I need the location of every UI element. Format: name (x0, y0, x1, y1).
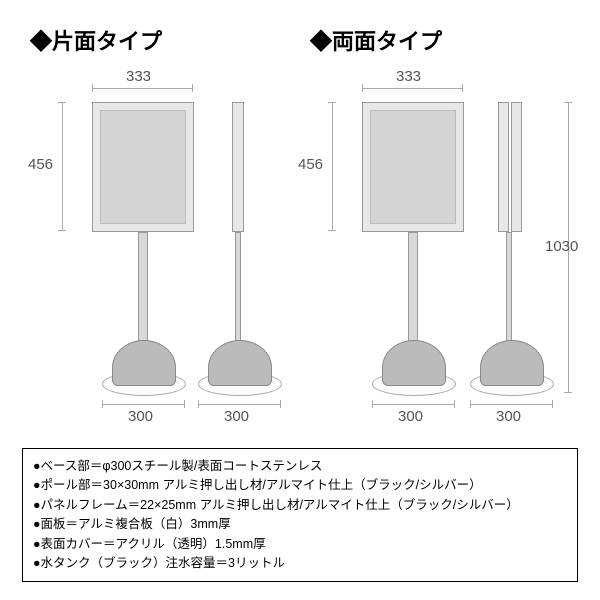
pole-side-right (506, 232, 512, 342)
title-double-side: ◆両面タイプ (310, 24, 442, 56)
dim-label-300-a: 300 (128, 408, 153, 425)
spec-line-5: ●表面カバー＝アクリル（透明）1.5mm厚 (33, 535, 567, 554)
spec-line-4: ●面板＝アルミ複合板（白）3mm厚 (33, 515, 567, 534)
dim-tick (470, 400, 471, 408)
dim-label-300-d: 300 (496, 408, 521, 425)
dim-tick (552, 400, 553, 408)
dim-line-333-right (362, 88, 462, 89)
dim-label-300-b: 300 (224, 408, 249, 425)
spec-line-1: ●ベース部＝φ300スチール製/表面コートステンレス (33, 457, 567, 476)
panel-inner-front-left (100, 110, 186, 224)
dim-tick (280, 400, 281, 408)
pole-front-right (408, 232, 418, 342)
base-dome-side-right (480, 340, 544, 386)
dim-line-300-c (372, 404, 454, 405)
panel-side-single (232, 102, 244, 232)
dim-label-456-r: 456 (298, 156, 323, 173)
dim-line-456-left (62, 102, 63, 230)
dim-tick (454, 400, 455, 408)
dim-line-333-left (92, 88, 192, 89)
dim-tick (102, 400, 103, 408)
dim-tick (372, 400, 373, 408)
dim-tick (184, 400, 185, 408)
dim-tick (92, 84, 93, 92)
dim-tick (198, 400, 199, 408)
base-dome-front-right (382, 340, 446, 386)
dim-line-300-a (102, 404, 184, 405)
dim-label-300-c: 300 (398, 408, 423, 425)
title-single-side: ◆片面タイプ (30, 24, 162, 56)
spec-line-6: ●水タンク（ブラック）注水容量＝3リットル (33, 554, 567, 573)
dim-tick (564, 102, 572, 103)
dim-label-456: 456 (28, 156, 53, 173)
dim-line-300-b (198, 404, 280, 405)
panel-side-double-b (511, 102, 522, 232)
spec-box: ●ベース部＝φ300スチール製/表面コートステンレス ●ポール部＝30×30mm… (22, 448, 578, 582)
dim-tick (362, 84, 363, 92)
panel-inner-front-right (370, 110, 456, 224)
dim-label-1030: 1030 (545, 238, 578, 255)
dim-line-456-right (332, 102, 333, 230)
base-dome-side-left (208, 340, 272, 386)
spec-line-2: ●ポール部＝30×30mm アルミ押し出し材/アルマイト仕上（ブラック/シルバー… (33, 476, 567, 495)
pole-front-left (138, 232, 148, 342)
base-dome-front-left (112, 340, 176, 386)
panel-side-double-a (498, 102, 509, 232)
dim-line-300-d (470, 404, 552, 405)
dim-tick (58, 102, 66, 103)
dim-label-333: 333 (126, 68, 151, 85)
dim-tick (328, 102, 336, 103)
dim-tick (328, 230, 336, 231)
spec-line-3: ●パネルフレーム＝22×25mm アルミ押し出し材/アルマイト仕上（ブラック/シ… (33, 496, 567, 515)
dim-tick (58, 230, 66, 231)
pole-side-left (235, 232, 241, 342)
dim-label-333-r: 333 (396, 68, 421, 85)
dim-tick (564, 392, 572, 393)
dim-tick (192, 84, 193, 92)
dim-tick (462, 84, 463, 92)
